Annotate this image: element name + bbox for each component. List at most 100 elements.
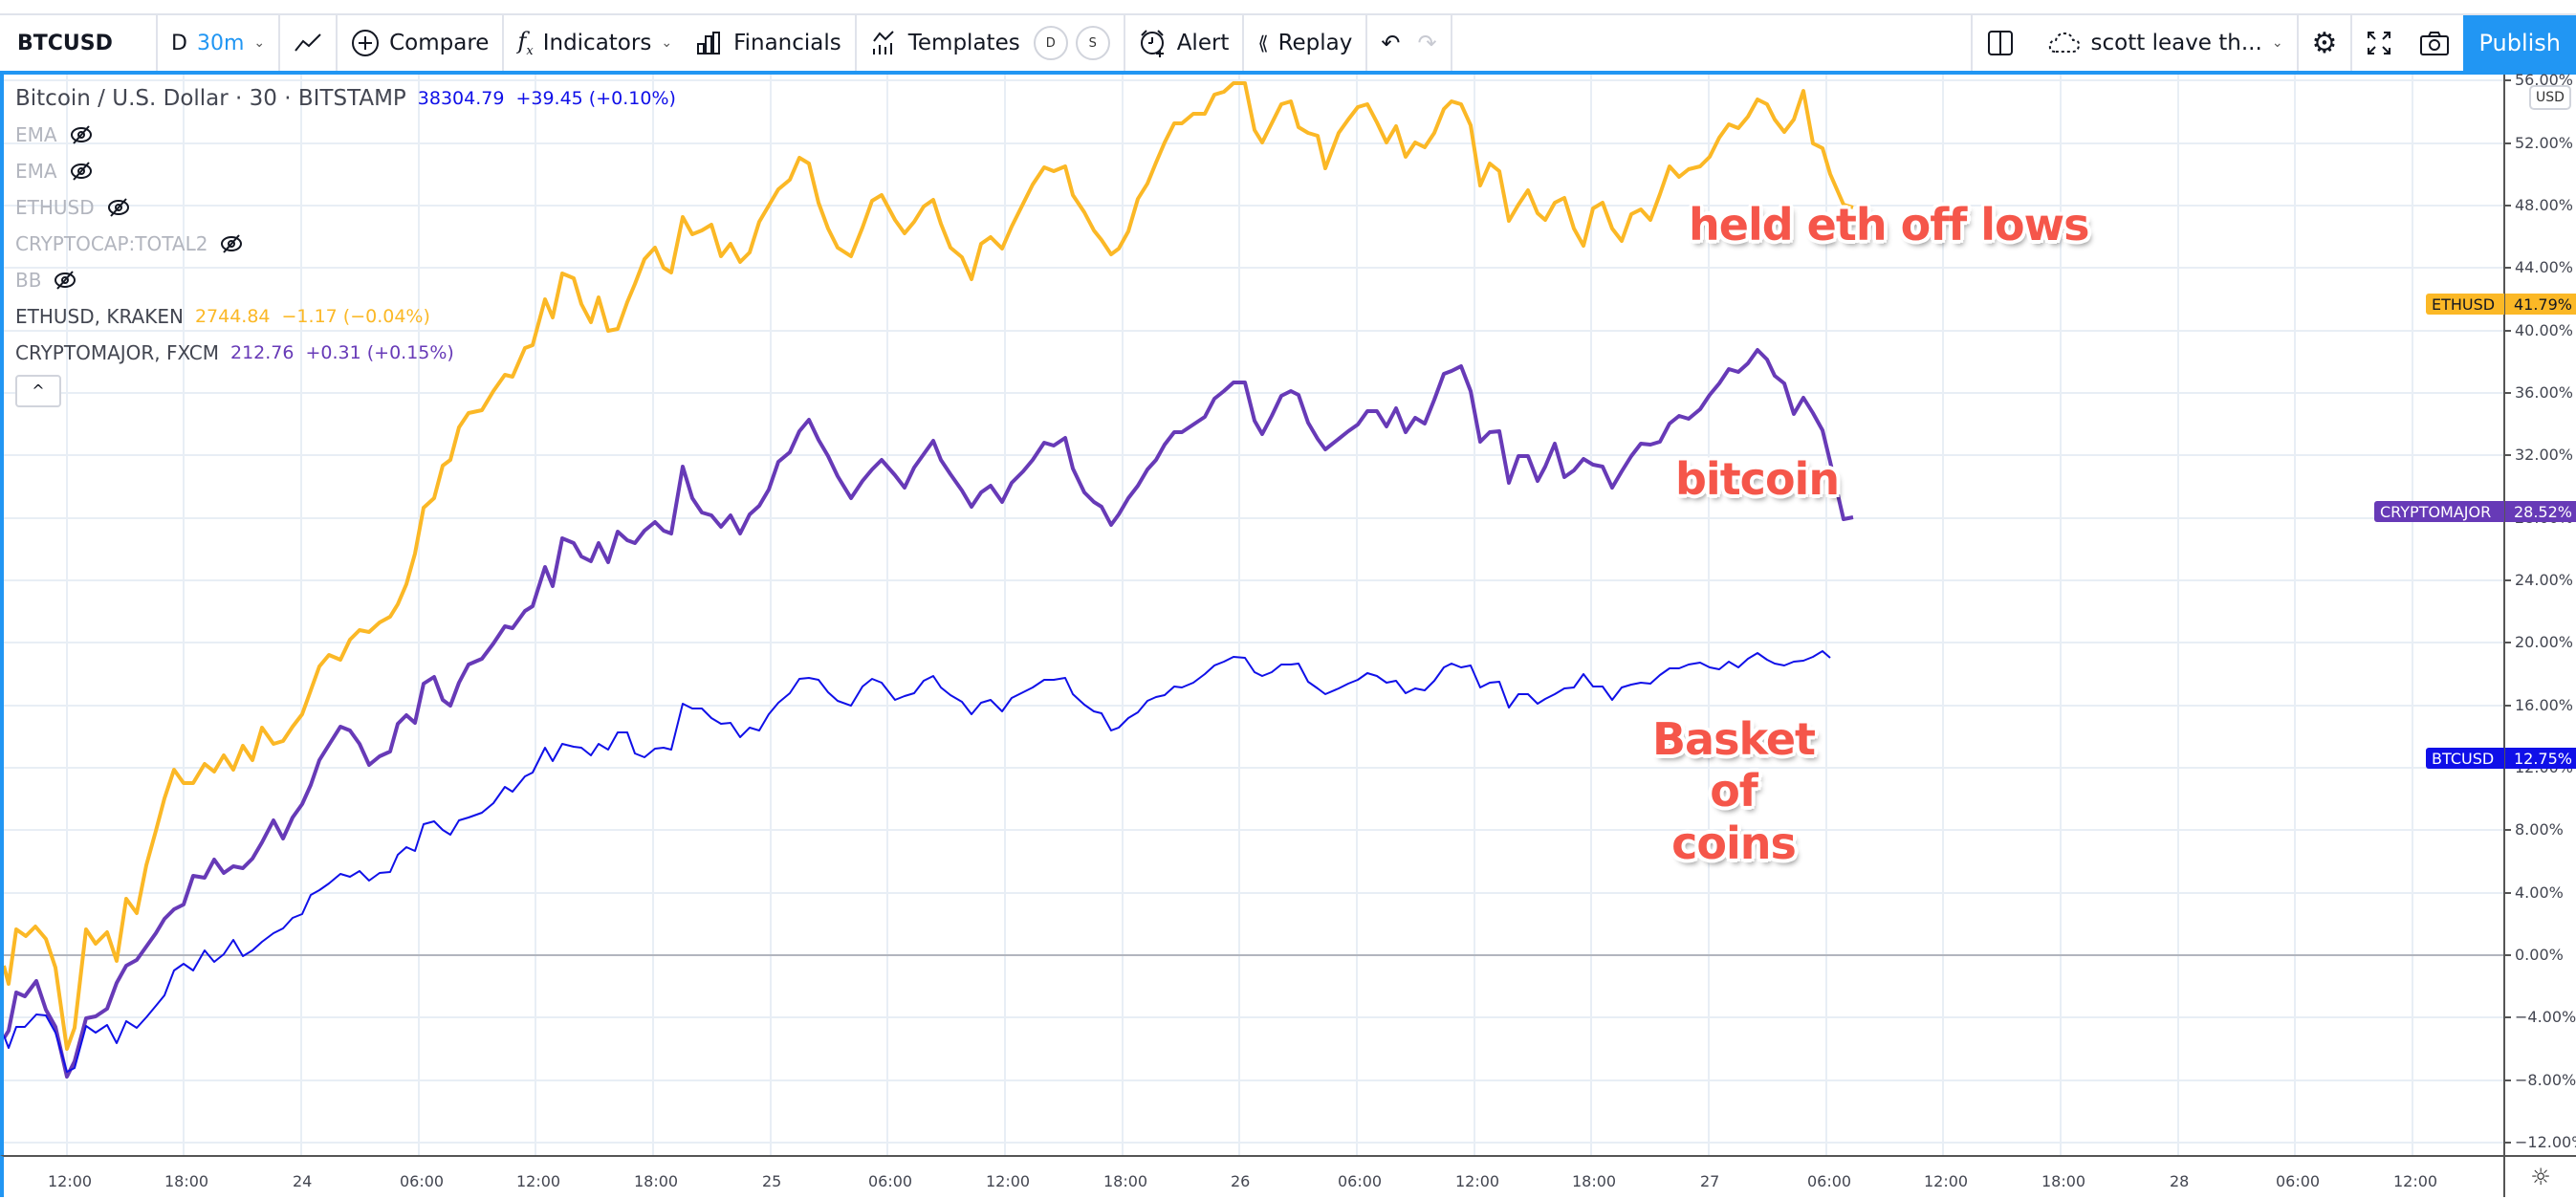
plus-circle-icon — [352, 30, 380, 56]
chart-canvas[interactable] — [4, 75, 2505, 1155]
line-chart-icon — [295, 33, 321, 52]
legend-collapse-button[interactable]: ^ — [15, 375, 61, 407]
templates-icon — [872, 31, 894, 54]
time-tick: 27 — [1700, 1172, 1720, 1190]
template-badges: D S — [1033, 15, 1125, 71]
compare-button[interactable]: Compare — [338, 15, 505, 71]
time-tick: 12:00 — [48, 1172, 93, 1190]
fx-icon: fx — [517, 28, 534, 58]
legend-hidden-ema-2[interactable]: EMA — [15, 153, 676, 189]
fullscreen-button[interactable] — [2352, 15, 2406, 71]
snapshot-button[interactable] — [2406, 15, 2463, 71]
btcusd-axis-tag: BTCUSD — [2426, 748, 2504, 769]
chart-pane[interactable]: Bitcoin / U.S. Dollar · 30 · BITSTAMP 38… — [0, 75, 2505, 1155]
chevron-up-icon: ^ — [32, 382, 45, 400]
financials-icon — [697, 32, 721, 54]
interval-d[interactable]: D — [171, 31, 187, 55]
eye-off-icon[interactable] — [106, 197, 131, 218]
cm-series-change: +0.31 (+0.15%) — [305, 342, 454, 363]
legend-hidden-ema-1[interactable]: EMA — [15, 117, 676, 153]
price-tick: 0.00% — [2515, 946, 2564, 964]
eye-off-icon[interactable] — [219, 233, 244, 254]
legend-hidden-bb[interactable]: BB — [15, 262, 676, 298]
time-tick: 12:00 — [1455, 1172, 1500, 1190]
template-s-badge[interactable]: S — [1075, 26, 1110, 60]
main-series-price: 38304.79 — [417, 88, 505, 109]
time-tick: 28 — [2170, 1172, 2190, 1190]
time-tick: 18:00 — [2041, 1172, 2086, 1190]
time-tick: 12:00 — [516, 1172, 561, 1190]
interval-selector[interactable]: D 30m ⌄ — [158, 15, 281, 71]
chevron-down-icon[interactable]: ⌄ — [253, 35, 266, 51]
price-tick: 8.00% — [2515, 820, 2564, 839]
time-tick: 26 — [1231, 1172, 1251, 1190]
grid-lines — [4, 75, 2505, 1155]
eth-series-change: −1.17 (−0.04%) — [281, 306, 430, 327]
alarm-clock-icon — [1140, 30, 1164, 57]
chevron-down-icon[interactable]: ⌄ — [661, 35, 673, 51]
price-tick: 52.00% — [2515, 134, 2574, 152]
price-tick: −12.00% — [2515, 1133, 2576, 1151]
eye-off-icon[interactable] — [53, 270, 77, 291]
price-tick: −8.00% — [2515, 1071, 2576, 1089]
annotation-eth[interactable]: held eth off lows — [1689, 199, 2089, 251]
replay-label: Replay — [1277, 31, 1353, 55]
eth-series-price: 2744.84 — [194, 306, 271, 327]
legend-hidden-total2[interactable]: CRYPTOCAP:TOTAL2 — [15, 226, 676, 262]
financials-label[interactable]: Financials — [733, 31, 841, 55]
time-axis[interactable]: 12:00 18:00 24 06:00 12:00 18:00 25 06:0… — [0, 1155, 2503, 1197]
indicators-label: Indicators — [542, 31, 652, 55]
btcusd-axis-value: 12.75% — [2505, 748, 2576, 769]
chevron-down-icon[interactable]: ⌄ — [2271, 35, 2283, 51]
price-axis[interactable]: 56.00% 52.00% 48.00% 44.00% 40.00% 36.00… — [2503, 71, 2576, 1155]
fullscreen-icon — [2368, 32, 2391, 54]
replay-button[interactable]: ⟪ Replay — [1244, 15, 1368, 71]
redo-icon[interactable]: ↷ — [1417, 30, 1437, 56]
undo-icon[interactable]: ↶ — [1381, 30, 1401, 56]
sun-gear-icon: ☼ — [2530, 1164, 2551, 1190]
axis-settings-button[interactable]: ☼ — [2503, 1155, 2576, 1197]
templates-button[interactable]: Templates — [857, 15, 1034, 71]
template-d-badge[interactable]: D — [1033, 26, 1068, 60]
alert-button[interactable]: Alert — [1125, 15, 1245, 71]
ethusd-line — [4, 81, 1854, 1051]
templates-label: Templates — [907, 31, 1020, 55]
chart-style-button[interactable] — [280, 15, 338, 71]
currency-badge[interactable]: USD — [2529, 85, 2571, 110]
legend-cryptomajor[interactable]: CRYPTOMAJOR, FXCM 212.76 +0.31 (+0.15%) — [15, 335, 676, 371]
price-tick: 44.00% — [2515, 258, 2574, 276]
compare-label: Compare — [389, 31, 490, 55]
time-tick-labels: 12:00 18:00 24 06:00 12:00 18:00 25 06:0… — [4, 1157, 2503, 1199]
annotation-bitcoin[interactable]: bitcoin — [1675, 453, 1840, 505]
top-toolbar: BTCUSD D 30m ⌄ Compare fx Indicators ⌄ F… — [0, 13, 2576, 75]
legend-ethusd[interactable]: ETHUSD, KRAKEN 2744.84 −1.17 (−0.04%) — [15, 298, 676, 335]
time-tick: 06:00 — [1338, 1172, 1383, 1190]
cryptomajor-axis-tag: CRYPTOMAJOR — [2374, 501, 2504, 522]
symbol-label: BTCUSD — [17, 31, 113, 55]
indicator-label: EMA — [15, 160, 57, 183]
indicators-button[interactable]: fx Indicators ⌄ Financials — [504, 15, 857, 71]
legend-hidden-ethusd[interactable]: ETHUSD — [15, 189, 676, 226]
publish-button[interactable]: Publish — [2463, 15, 2576, 71]
price-tick: 32.00% — [2515, 446, 2574, 464]
time-tick: 12:00 — [2393, 1172, 2438, 1190]
main-series-change: +39.45 (+0.10%) — [515, 88, 676, 109]
cm-series-label: CRYPTOMAJOR, FXCM — [15, 341, 219, 364]
settings-button[interactable]: ⚙ — [2299, 15, 2353, 71]
cm-series-price: 212.76 — [229, 342, 295, 363]
price-tick: 40.00% — [2515, 321, 2574, 339]
layout-name[interactable]: scott leave th... — [2090, 31, 2262, 55]
layout-group: scott leave th... ⌄ — [1970, 15, 2299, 71]
annotation-basket[interactable]: Basket of coins — [1624, 713, 1844, 869]
indicator-label: ETHUSD — [15, 196, 95, 219]
gear-icon: ⚙ — [2311, 26, 2338, 60]
time-tick: 12:00 — [986, 1172, 1031, 1190]
main-series-legend[interactable]: Bitcoin / U.S. Dollar · 30 · BITSTAMP 38… — [15, 80, 676, 117]
interval-30m[interactable]: 30m — [196, 31, 245, 55]
split-layout-icon[interactable] — [1986, 29, 2015, 57]
eye-off-icon[interactable] — [69, 124, 94, 145]
main-series-title: Bitcoin / U.S. Dollar · 30 · BITSTAMP — [15, 86, 406, 111]
eye-off-icon[interactable] — [69, 161, 94, 182]
symbol-search[interactable]: BTCUSD — [0, 15, 158, 71]
price-tick: 16.00% — [2515, 696, 2574, 714]
